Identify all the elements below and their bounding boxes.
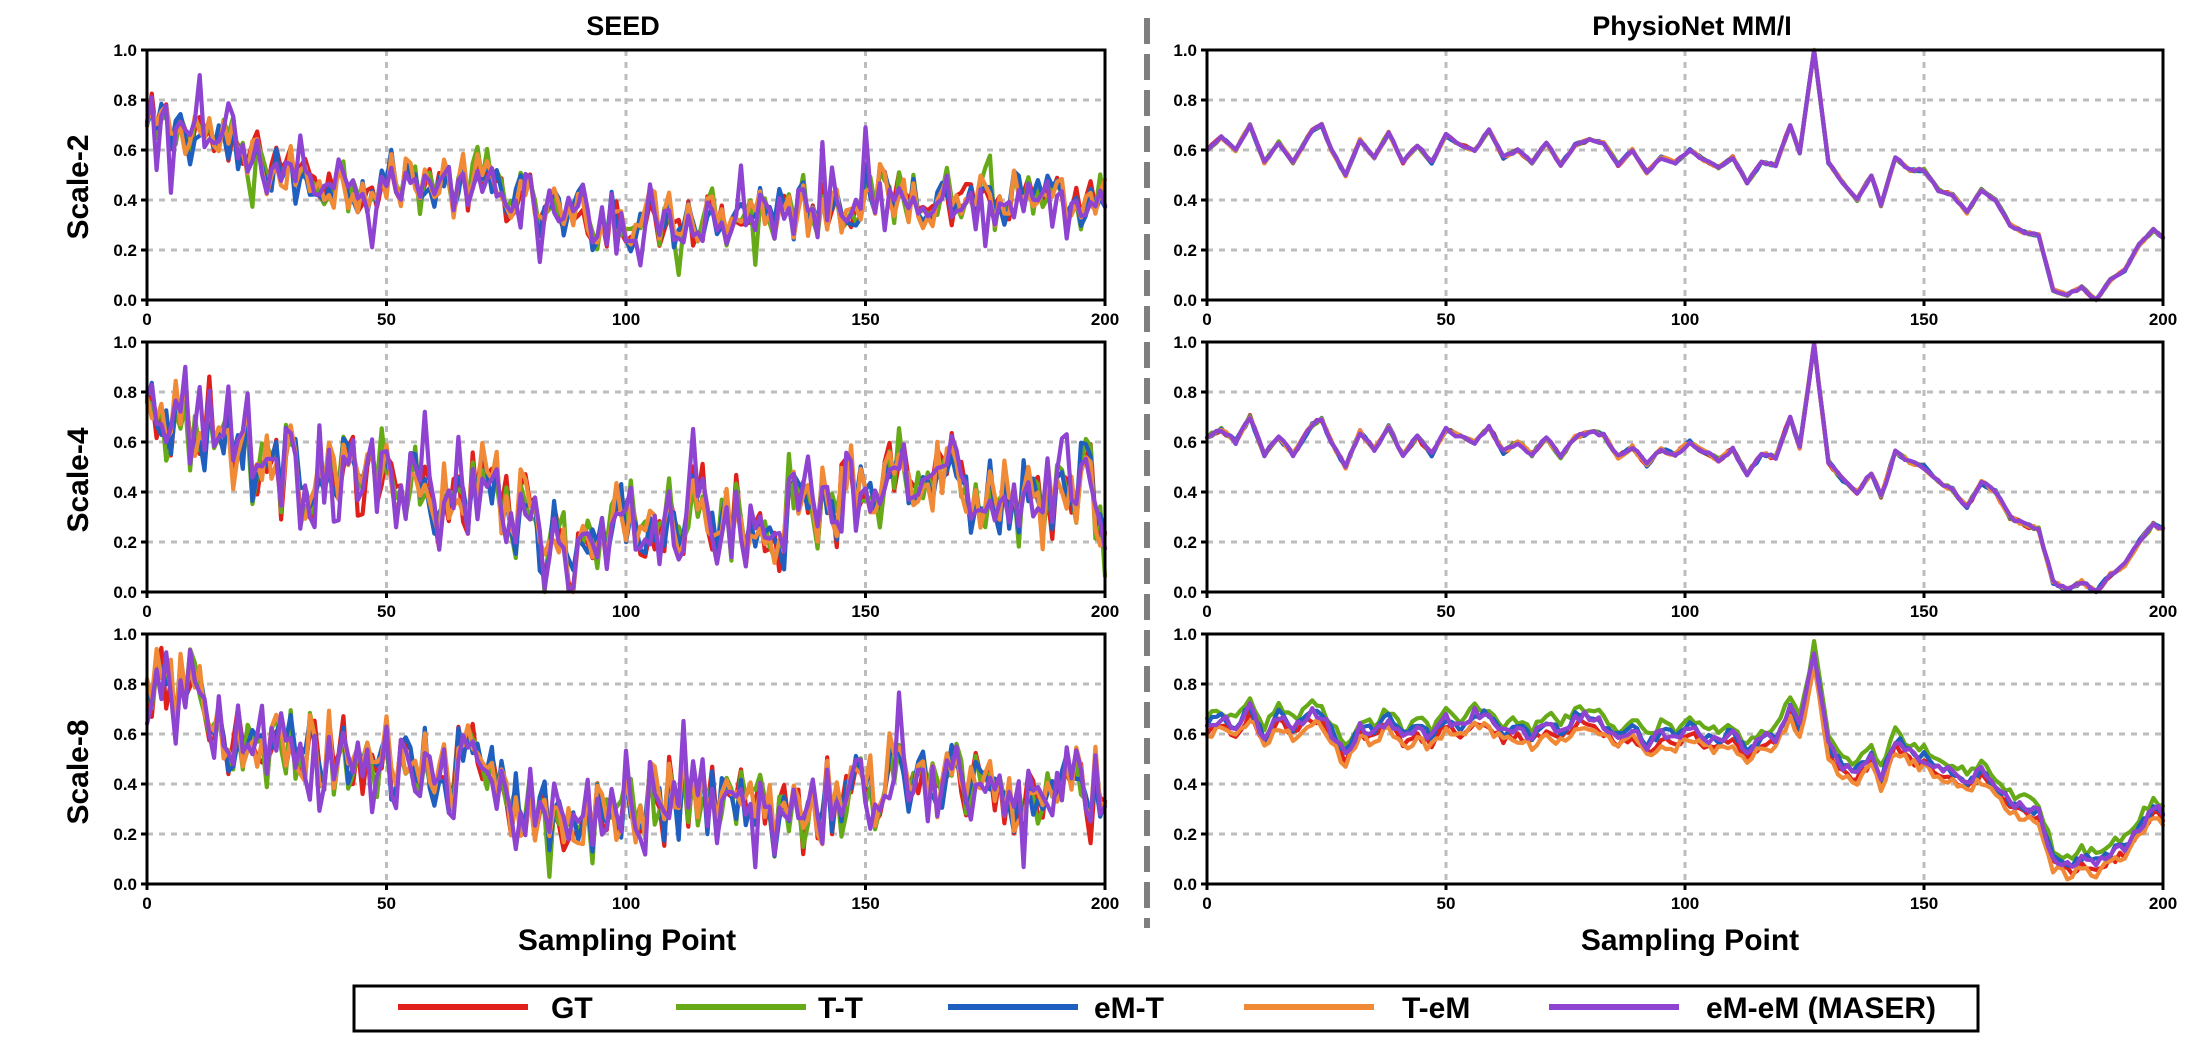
x-tick-label: 50 (377, 894, 396, 913)
x-tick-label: 150 (851, 894, 879, 913)
x-tick-label: 200 (1091, 602, 1119, 621)
y-tick-label: 0.4 (113, 775, 137, 794)
subplot-seed-scale-4: 0 50 100 150 200 0.0 0.2 0.4 0.6 0.8 1.0 (113, 333, 1119, 621)
x-tick-label: 100 (612, 602, 640, 621)
x-tick-label: 200 (1091, 894, 1119, 913)
x-tick-label: 200 (1091, 310, 1119, 329)
series-line-em-em-maser (144, 647, 1108, 870)
legend-label-em-em: eM-eM (MASER) (1706, 992, 1936, 1025)
y-tick-label: 0.8 (113, 383, 137, 402)
y-tick-label: 0.8 (113, 675, 137, 694)
y-tick-label: 0.2 (113, 825, 137, 844)
y-tick-label: 1.0 (113, 333, 137, 352)
x-tick-label: 150 (1910, 894, 1938, 913)
x-axis-label-seed: Sampling Point (518, 924, 736, 957)
x-tick-label: 150 (851, 310, 879, 329)
subplot-seed-scale-8: 0 50 100 150 200 0.0 0.2 0.4 0.6 0.8 1.0 (113, 625, 1119, 913)
subplot-physionet-scale-4: 0 50 100 150 200 0.0 0.2 0.4 0.6 0.8 1.0 (1173, 333, 2177, 621)
x-tick-label: 200 (2149, 894, 2177, 913)
series-line-t-em (1204, 663, 2166, 882)
y-tick-label: 0.0 (1173, 875, 1197, 894)
y-tick-label: 0.2 (1173, 241, 1197, 260)
y-tick-label: 0.2 (1173, 825, 1197, 844)
y-tick-label: 0.2 (113, 241, 137, 260)
x-tick-label: 50 (377, 602, 396, 621)
y-tick-label: 0.0 (1173, 291, 1197, 310)
legend-label-gt: GT (551, 992, 593, 1025)
x-tick-label: 0 (1202, 602, 1211, 621)
y-tick-label: 0.8 (1173, 675, 1197, 694)
subplot-panels: 0 50 100 150 200 0.0 0.2 0.4 0.6 0.8 1.0 0 50 100 150 2… (113, 41, 2177, 913)
y-tick-label: 0.4 (1173, 775, 1197, 794)
y-tick-label: 0.4 (113, 191, 137, 210)
legend-label-t-em: T-eM (1402, 992, 1470, 1025)
series-line-em-em-maser (1204, 341, 2166, 593)
x-tick-label: 0 (1202, 894, 1211, 913)
x-tick-label: 50 (1437, 310, 1456, 329)
x-tick-label: 50 (1437, 602, 1456, 621)
x-tick-label: 200 (2149, 310, 2177, 329)
x-tick-label: 0 (142, 310, 151, 329)
x-tick-label: 150 (1910, 310, 1938, 329)
y-tick-label: 0.2 (113, 533, 137, 552)
x-tick-label: 0 (1202, 310, 1211, 329)
legend-frame (352, 984, 1980, 1033)
column-title-physionet: PhysioNet MM/I (1592, 11, 1792, 41)
legend-label-em-t: eM-T (1094, 992, 1164, 1025)
y-tick-label: 1.0 (113, 625, 137, 644)
y-tick-label: 1.0 (1173, 41, 1197, 60)
y-tick-label: 1.0 (113, 41, 137, 60)
y-tick-label: 0.8 (1173, 383, 1197, 402)
x-tick-label: 100 (1671, 310, 1699, 329)
y-tick-label: 0.4 (1173, 483, 1197, 502)
series-line-em-em-maser (1204, 651, 2166, 869)
y-tick-label: 0.0 (1173, 583, 1197, 602)
x-tick-label: 100 (1671, 602, 1699, 621)
x-tick-label: 150 (1910, 602, 1938, 621)
row-label-scale-8: Scale-8 (62, 719, 95, 824)
y-tick-label: 0.6 (113, 725, 137, 744)
legend: GT T-T eM-T T-eM eM-eM (MASER) (352, 984, 1980, 1033)
x-tick-label: 150 (851, 602, 879, 621)
series-line-em-em-maser (144, 72, 1108, 268)
y-tick-label: 0.6 (113, 433, 137, 452)
x-tick-label: 100 (1671, 894, 1699, 913)
series-line-em-em-maser (1204, 48, 2166, 302)
y-tick-label: 0.8 (113, 91, 137, 110)
subplot-physionet-scale-8: 0 50 100 150 200 0.0 0.2 0.4 0.6 0.8 1.0 (1173, 625, 2177, 913)
y-tick-label: 0.0 (113, 583, 137, 602)
series-line-em-em-maser (144, 364, 1108, 592)
y-tick-label: 0.8 (1173, 91, 1197, 110)
x-tick-label: 100 (612, 310, 640, 329)
y-tick-label: 1.0 (1173, 625, 1197, 644)
y-tick-label: 0.6 (1173, 141, 1197, 160)
subplot-seed-scale-2: 0 50 100 150 200 0.0 0.2 0.4 0.6 0.8 1.0 (113, 41, 1119, 329)
x-tick-label: 50 (377, 310, 396, 329)
row-label-scale-2: Scale-2 (62, 134, 95, 239)
column-title-seed: SEED (586, 11, 660, 41)
y-tick-label: 0.6 (113, 141, 137, 160)
x-tick-label: 50 (1437, 894, 1456, 913)
y-tick-label: 0.6 (1173, 433, 1197, 452)
y-tick-label: 0.4 (1173, 191, 1197, 210)
x-tick-label: 0 (142, 602, 151, 621)
y-tick-label: 1.0 (1173, 333, 1197, 352)
y-tick-label: 0.2 (1173, 533, 1197, 552)
series-line-t-t (1204, 638, 2166, 861)
x-tick-label: 200 (2149, 602, 2177, 621)
x-tick-label: 100 (612, 894, 640, 913)
y-tick-label: 0.4 (113, 483, 137, 502)
y-tick-label: 0.0 (113, 291, 137, 310)
y-tick-label: 0.0 (113, 875, 137, 894)
x-axis-label-physionet: Sampling Point (1581, 924, 1799, 957)
row-label-scale-4: Scale-4 (62, 427, 95, 532)
y-tick-label: 0.6 (1173, 725, 1197, 744)
x-tick-label: 0 (142, 894, 151, 913)
subplot-physionet-scale-2: 0 50 100 150 200 0.0 0.2 0.4 0.6 0.8 1.0 (1173, 41, 2177, 329)
legend-label-t-t: T-T (818, 992, 863, 1025)
